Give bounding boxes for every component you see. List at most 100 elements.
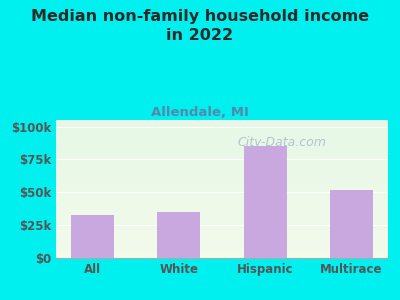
Bar — [56, 186, 388, 188]
Bar — [56, 139, 388, 141]
Bar — [56, 242, 388, 243]
Bar — [56, 225, 388, 226]
Bar — [56, 221, 388, 222]
Bar — [56, 193, 388, 194]
Bar — [56, 243, 388, 244]
Bar — [56, 123, 388, 124]
Bar — [56, 233, 388, 235]
Bar — [56, 199, 388, 200]
Bar — [56, 143, 388, 145]
Bar — [56, 240, 388, 242]
Bar — [157, 212, 200, 258]
Bar — [56, 214, 388, 215]
Bar — [56, 177, 388, 178]
Bar — [56, 152, 388, 153]
Bar — [56, 150, 388, 152]
Bar — [56, 217, 388, 218]
Bar — [56, 164, 388, 166]
Bar — [56, 163, 388, 164]
Bar — [56, 145, 388, 146]
Bar — [56, 212, 388, 214]
Bar — [56, 247, 388, 248]
Bar — [56, 181, 388, 182]
Bar — [56, 192, 388, 193]
Bar — [56, 161, 388, 163]
Bar — [56, 229, 388, 230]
Bar — [56, 175, 388, 177]
Bar — [56, 120, 388, 122]
Bar — [56, 134, 388, 135]
Bar — [56, 153, 388, 154]
Bar — [56, 170, 388, 171]
Bar — [244, 146, 287, 258]
Bar — [56, 228, 388, 229]
Bar — [56, 160, 388, 161]
Bar — [56, 219, 388, 221]
Bar — [56, 248, 388, 250]
Bar — [56, 130, 388, 131]
Bar — [56, 218, 388, 219]
Bar — [56, 148, 388, 149]
Bar — [56, 215, 388, 217]
Bar — [56, 226, 388, 228]
Bar — [56, 124, 388, 125]
Bar — [56, 190, 388, 192]
Bar — [56, 197, 388, 199]
Bar — [56, 200, 388, 201]
Bar — [56, 146, 388, 148]
Bar — [56, 182, 388, 184]
Bar — [56, 174, 388, 175]
Bar — [56, 179, 388, 181]
Bar — [56, 255, 388, 256]
Bar — [56, 203, 388, 204]
Bar — [330, 190, 373, 258]
Bar — [56, 224, 388, 225]
Bar — [56, 122, 388, 123]
Bar — [56, 204, 388, 206]
Text: City-Data.com: City-Data.com — [237, 136, 326, 148]
Bar — [56, 250, 388, 251]
Bar — [56, 206, 388, 207]
Bar — [56, 167, 388, 168]
Bar — [56, 244, 388, 246]
Bar — [56, 159, 388, 160]
Bar — [56, 188, 388, 189]
Bar — [56, 149, 388, 150]
Bar — [56, 230, 388, 232]
Bar — [56, 189, 388, 190]
Bar — [56, 194, 388, 196]
Bar — [56, 235, 388, 236]
Bar — [56, 127, 388, 128]
Bar — [56, 136, 388, 138]
Bar — [56, 254, 388, 255]
Bar — [56, 256, 388, 258]
Bar — [56, 141, 388, 142]
Bar — [56, 211, 388, 212]
Bar — [56, 222, 388, 224]
Bar — [56, 201, 388, 203]
Bar — [56, 135, 388, 136]
Bar — [56, 156, 388, 157]
Bar — [56, 239, 388, 240]
Bar — [56, 171, 388, 172]
Bar — [56, 253, 388, 254]
Bar — [56, 128, 388, 130]
Bar — [56, 184, 388, 185]
Bar — [56, 125, 388, 127]
Bar — [56, 185, 388, 186]
Bar — [56, 207, 388, 208]
Bar — [56, 172, 388, 174]
Bar — [56, 132, 388, 134]
Bar — [56, 237, 388, 239]
Bar — [56, 131, 388, 132]
Bar — [56, 166, 388, 167]
Bar — [56, 154, 388, 156]
Bar — [56, 246, 388, 247]
Text: Allendale, MI: Allendale, MI — [151, 106, 249, 119]
Bar — [56, 208, 388, 210]
Bar — [71, 214, 114, 258]
Bar — [56, 232, 388, 233]
Bar — [56, 178, 388, 179]
Bar — [56, 168, 388, 170]
Bar — [56, 210, 388, 211]
